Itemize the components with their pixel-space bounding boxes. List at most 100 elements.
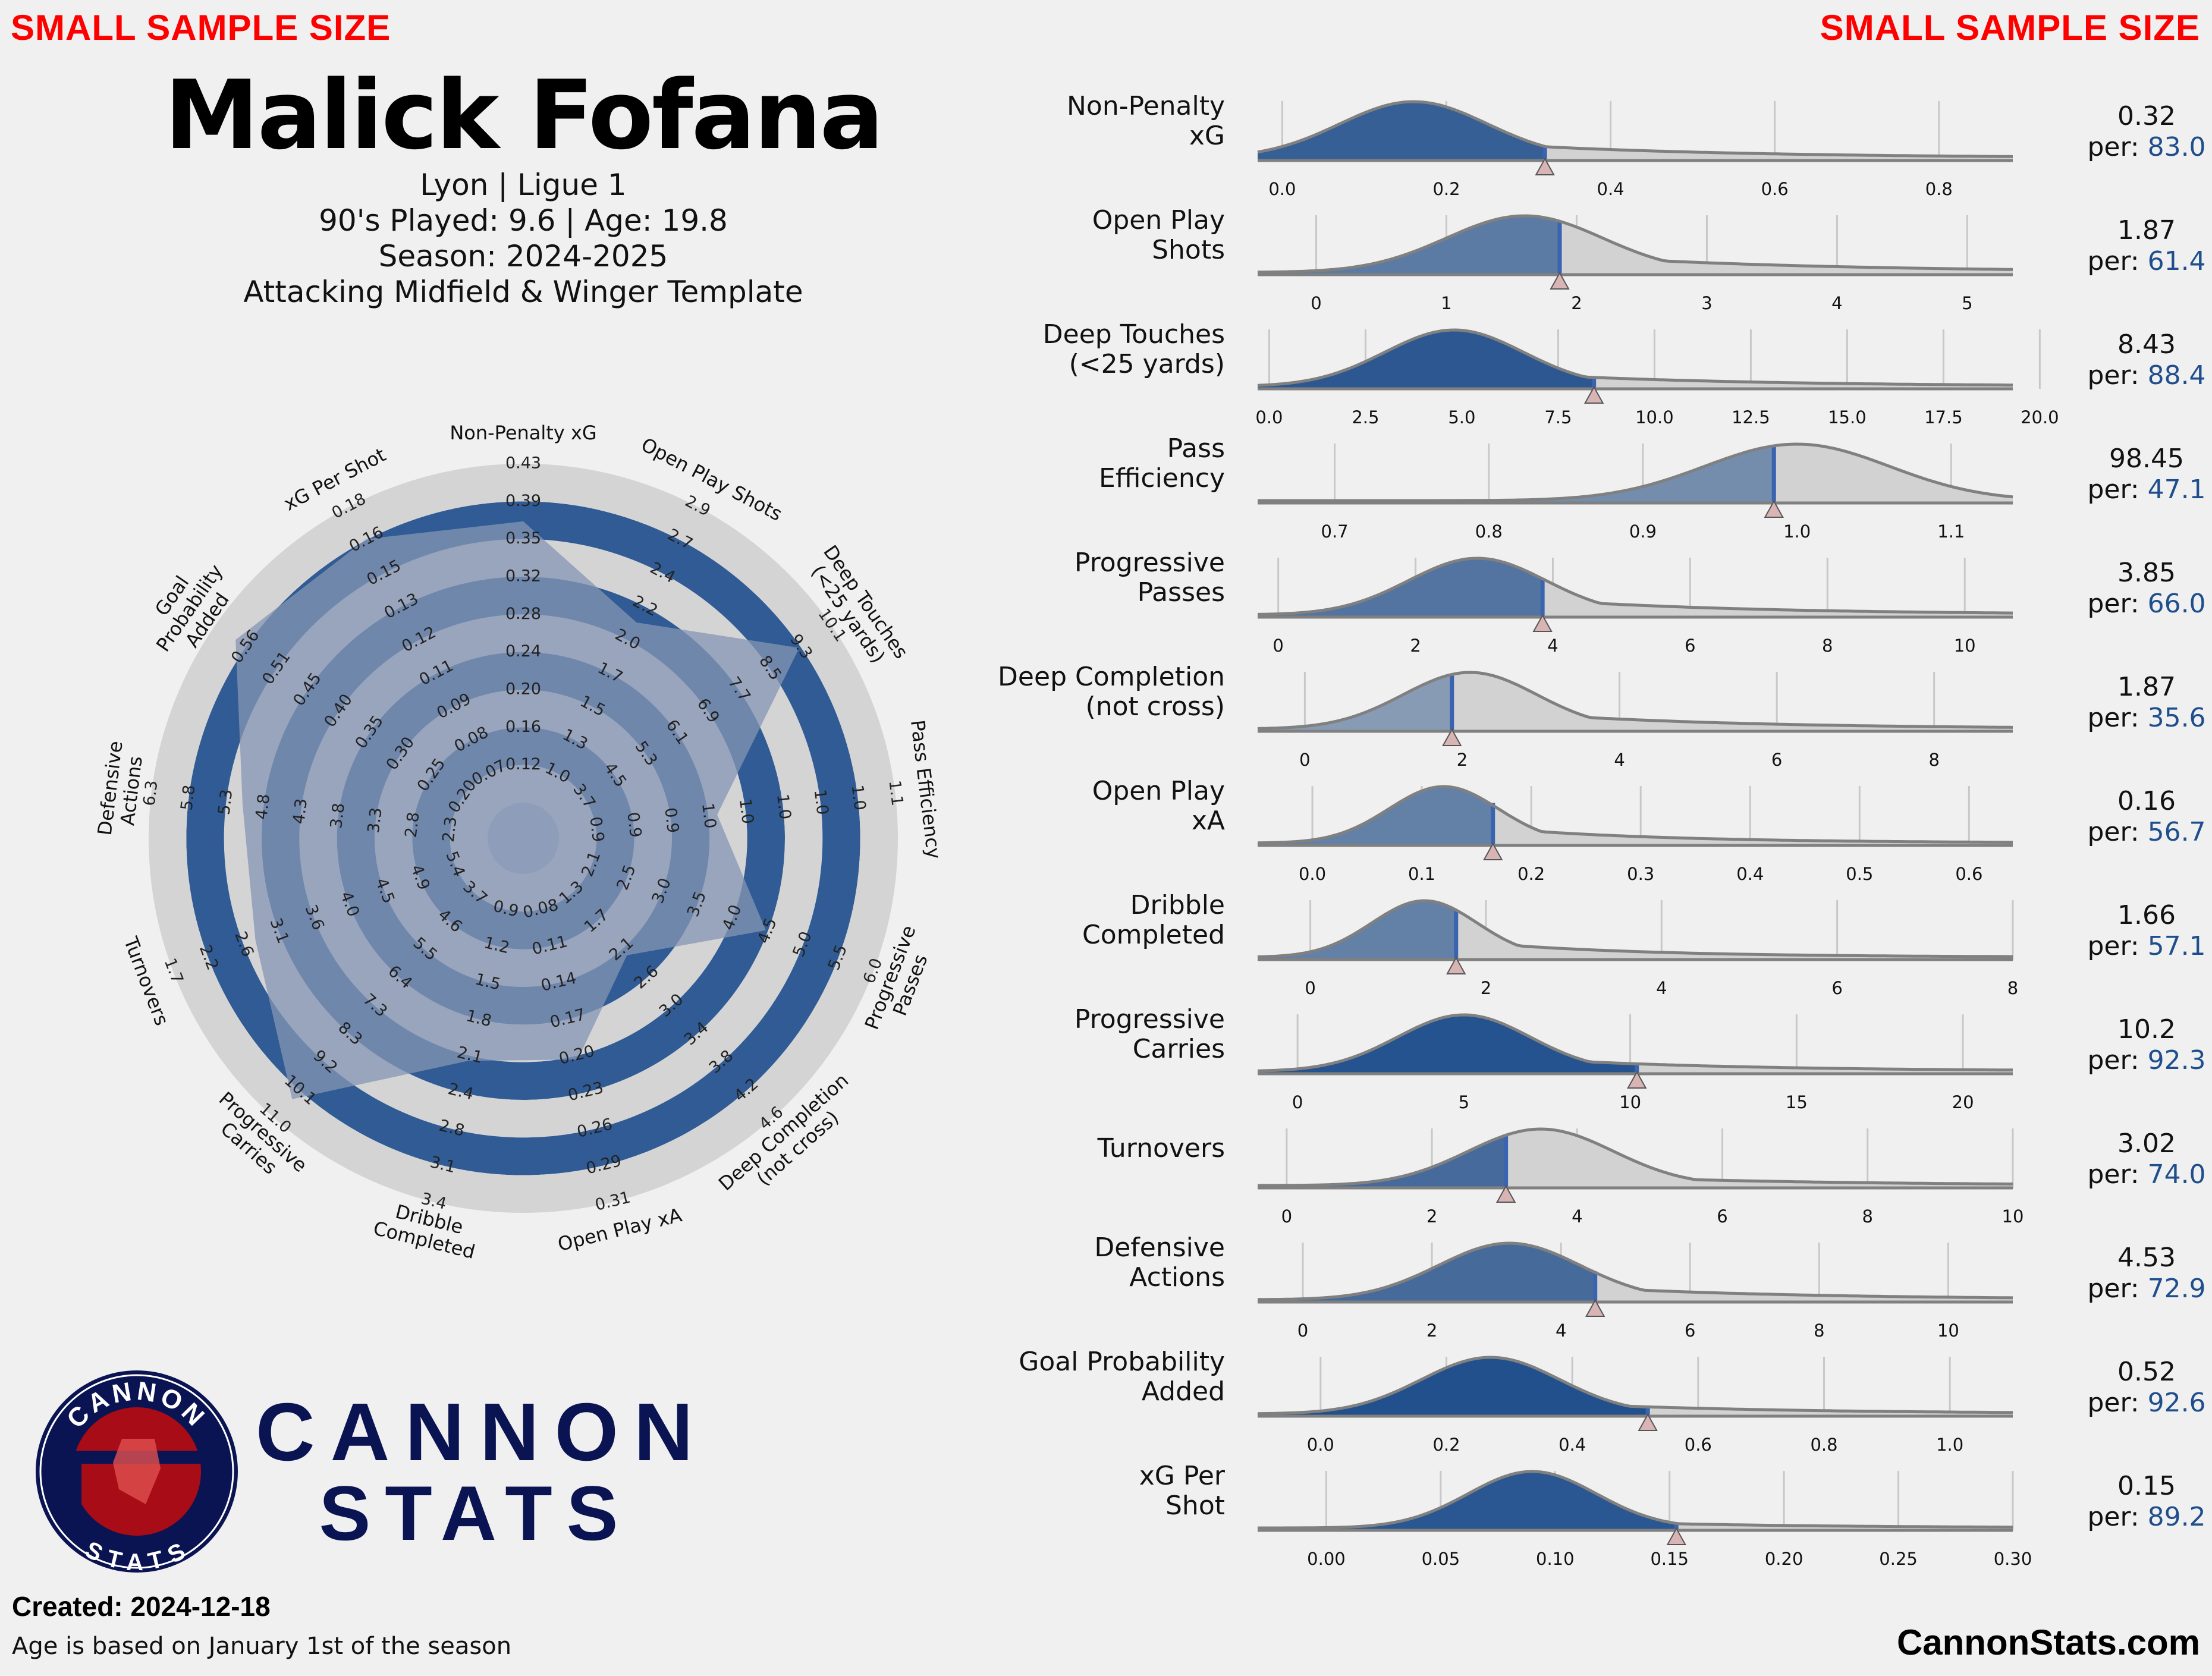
radar-tick-label: 0.32 <box>505 567 541 586</box>
age-note: Age is based on January 1st of the seaso… <box>12 1633 512 1660</box>
dist-tick-label: 20.0 <box>2021 407 2059 427</box>
radar-axis-label: DefensiveActions <box>93 740 149 839</box>
template-line: Attacking Midfield & Winger Template <box>243 275 803 309</box>
dist-tick-label: 0.00 <box>1307 1549 1346 1569</box>
dist-row-label-line: Open Play <box>1092 205 1225 235</box>
dist-row-value: 3.85 <box>2117 558 2176 588</box>
dist-row-label-line: Dribble <box>1130 890 1225 920</box>
dist-tick-label: 0.0 <box>1307 1435 1334 1455</box>
dist-density-area <box>1258 444 2013 503</box>
dist-tick-label: 15 <box>1786 1092 1808 1112</box>
dist-tick-label: 0.2 <box>1517 864 1545 884</box>
dist-row-percentile: per: 35.6 <box>2087 703 2205 733</box>
dist-percentile-shade <box>1258 330 1594 389</box>
dist-density-curve <box>1257 556 2013 616</box>
radar-tick-label: 0.35 <box>505 529 541 548</box>
dist-tick-label: 10 <box>1954 636 1976 656</box>
dist-density-curve <box>1257 899 2013 958</box>
dist-percentile-shade <box>1258 787 1493 845</box>
dist-tick-label: 8 <box>1814 1320 1824 1341</box>
dist-tick-label: 5.0 <box>1448 407 1475 427</box>
dist-tick-label: 0.4 <box>1559 1435 1586 1455</box>
dist-tick-label: 0.1 <box>1408 864 1435 884</box>
dist-percentile-shade <box>1258 1357 1648 1416</box>
dist-tick-label: 3 <box>1701 293 1712 313</box>
dist-density-curve <box>1257 328 2013 387</box>
dist-row-label-line: Progressive <box>1074 1004 1225 1034</box>
dist-row-label: Open Play Shots <box>1092 205 1225 265</box>
dist-row-percentile: per: 66.0 <box>2087 589 2205 619</box>
dist-row-label-line: xG Per <box>1139 1461 1226 1491</box>
dist-row-label: Deep Touches (<25 yards) <box>1043 319 1225 379</box>
cannon-stats-logo: CANNON STATS <box>36 1370 238 1576</box>
team-line: Lyon | Ligue 1 <box>420 168 627 202</box>
dist-percentile-prefix: per: <box>2087 931 2147 961</box>
dist-row-label-line: Added <box>1142 1376 1225 1407</box>
dist-tick-label: 4 <box>1556 1320 1566 1341</box>
dist-percentile-value: 61.4 <box>2148 246 2206 276</box>
dist-tick-label: 8 <box>1862 1206 1873 1227</box>
dist-row-label-line: Completed <box>1082 920 1225 950</box>
dist-tick-label: 0.8 <box>1475 521 1503 542</box>
dist-tick-label: 1.0 <box>1936 1435 1963 1455</box>
radar-axis-label-group: DefensiveActions <box>93 740 149 839</box>
dist-value-marker <box>1442 728 1462 746</box>
dist-tick-label: 2 <box>1481 978 1491 998</box>
dist-value-marker <box>1638 1413 1658 1431</box>
dist-tick-label: 6 <box>1717 1206 1727 1227</box>
dist-row-label-line: Carries <box>1133 1034 1225 1064</box>
dist-row-label-line: (<25 yards) <box>1069 349 1225 379</box>
dist-tick-label: 0.6 <box>1955 864 1982 884</box>
dist-tick-label: 2.5 <box>1352 407 1379 427</box>
dist-tick-label: 7.5 <box>1544 407 1572 427</box>
dist-row-label: Progressive Passes <box>1074 548 1225 608</box>
radar-tick-label: 2.3 <box>439 816 461 843</box>
dist-row-label-line: Defensive <box>1094 1232 1225 1263</box>
dist-tick-label: 4 <box>1547 636 1558 656</box>
radar-axis-label-line: Non-Penalty xG <box>450 422 596 444</box>
dist-density-curve <box>1257 671 2013 730</box>
dist-tick-label: 1 <box>1441 293 1451 313</box>
dist-row-label-line: Deep Touches <box>1043 319 1225 350</box>
dist-tick-label: 10 <box>1937 1320 1959 1341</box>
dist-row-percentile: per: 83.0 <box>2087 132 2205 162</box>
brand-line-1: CANNON <box>256 1386 709 1478</box>
dist-percentile-value: 47.1 <box>2148 474 2206 505</box>
dist-density-curve <box>1258 1241 2013 1301</box>
dist-row-label: Progressive Carries <box>1074 1004 1225 1064</box>
dist-density-area <box>1258 672 2013 731</box>
dist-percentile-value: 89.2 <box>2148 1502 2206 1532</box>
dist-row-label: Dribble Completed <box>1082 890 1225 950</box>
dist-percentile-value: 83.0 <box>2148 132 2206 162</box>
dist-tick-label: 2 <box>1457 750 1468 770</box>
dist-tick-label: 0 <box>1305 978 1315 998</box>
dist-percentile-prefix: per: <box>2087 1273 2147 1304</box>
dist-tick-label: 0.30 <box>1994 1549 2032 1569</box>
dist-percentile-shade <box>1258 102 1545 161</box>
dist-row-label-line: Passes <box>1138 577 1225 608</box>
radar-ring <box>149 464 898 1213</box>
dist-tick-label: 2 <box>1427 1206 1437 1227</box>
dist-tick-label: 17.5 <box>1924 407 1963 427</box>
dist-row-value: 1.87 <box>2117 672 2176 702</box>
dist-row-label-line: Non-Penalty <box>1067 91 1225 121</box>
dist-value-marker <box>1627 1070 1647 1089</box>
dist-value-marker <box>1532 614 1553 632</box>
dist-tick-label: 6 <box>1685 636 1695 656</box>
radar-tick-label: 3.8 <box>327 802 348 829</box>
dist-value-marker <box>1446 956 1466 974</box>
radar-axis-label-line: Pass Efficiency <box>906 719 945 860</box>
radar-tick-label: 1.0 <box>810 788 832 816</box>
dist-row-label: Non-Penalty xG <box>1067 91 1225 151</box>
dist-tick-label: 6 <box>1831 978 1842 998</box>
dist-tick-label: 0.7 <box>1321 521 1349 542</box>
dist-tick-label: 0.05 <box>1422 1549 1460 1569</box>
dist-row-label-line: Shot <box>1165 1491 1225 1521</box>
dist-percentile-value: 92.3 <box>2148 1045 2206 1076</box>
dist-tick-label: 20 <box>1952 1092 1974 1112</box>
dist-row-value: 0.52 <box>2117 1357 2176 1387</box>
dist-percentile-prefix: per: <box>2087 132 2147 162</box>
radar-tick-label: 2.8 <box>402 811 423 838</box>
